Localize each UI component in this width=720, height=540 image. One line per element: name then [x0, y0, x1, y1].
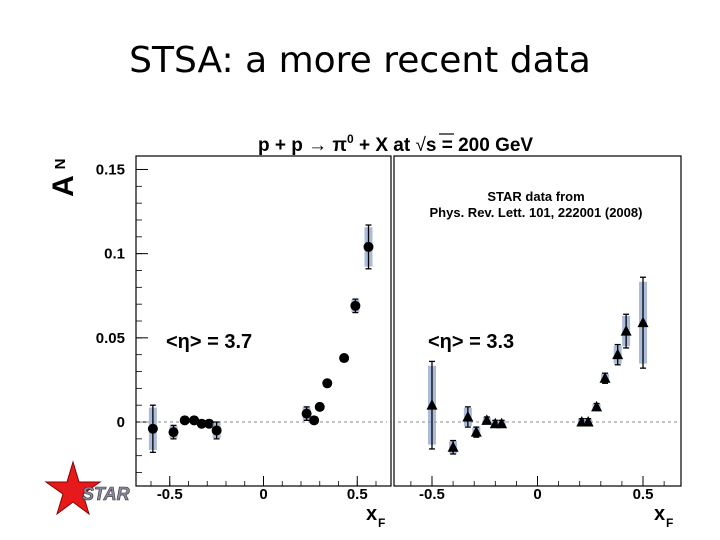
y-tick-label: 0.05: [96, 330, 125, 347]
x-tick-label: 0.5: [633, 486, 654, 503]
x-tick-label: -0.5: [419, 486, 445, 503]
star-logo-text: STAR: [82, 484, 130, 504]
x-tick-label: 0: [259, 486, 267, 503]
x-tick-label: 0.5: [347, 486, 368, 503]
data-point: [612, 348, 624, 360]
data-point: [637, 316, 649, 328]
y-axis-label-main: A: [47, 175, 80, 197]
y-tick-label: 0.15: [96, 161, 125, 178]
x-tick-label: -0.5: [157, 486, 183, 503]
y-tick-label: 0: [117, 414, 125, 431]
data-point: [211, 425, 222, 436]
data-point: [179, 415, 190, 426]
data-point: [301, 408, 312, 419]
x-tick-label: 0: [533, 486, 541, 503]
data-point: [363, 241, 374, 252]
data-point: [196, 418, 207, 429]
star-logo: STAR: [44, 460, 130, 516]
data-point: [481, 414, 493, 425]
data-point: [322, 378, 333, 389]
y-axis-label: A N: [47, 159, 80, 197]
data-point: [582, 416, 594, 427]
star-logo-icon: [44, 460, 102, 516]
data-point: [426, 399, 438, 410]
chart-title: p + p → π0 + X at √s = 200 GeV: [258, 132, 533, 156]
data-point: [462, 410, 474, 422]
annotation-line-1: STAR data from: [487, 189, 584, 204]
data-point: [339, 353, 350, 364]
data-point: [309, 415, 320, 426]
data-point: [314, 401, 325, 412]
panel-label-right: <η> = 3.3: [428, 331, 514, 353]
data-point: [470, 426, 482, 437]
y-axis-label-sub: N: [52, 159, 69, 170]
data-point: [496, 417, 508, 429]
data-point: [350, 300, 361, 311]
panel-label-left: <η> = 3.7: [166, 331, 252, 353]
y-tick-label: 0.1: [104, 246, 125, 263]
data-point: [147, 423, 158, 434]
data-point: [168, 427, 179, 438]
x-axis-label-right-sub: F: [666, 516, 673, 530]
data-point: [204, 418, 215, 429]
data-point: [599, 372, 611, 383]
x-axis-label-right: x: [654, 503, 665, 525]
data-point: [620, 325, 632, 336]
data-point: [447, 441, 459, 452]
data-point: [591, 400, 603, 412]
slide-title: STSA: a more recent data: [129, 40, 591, 81]
annotation-line-2: Phys. Rev. Lett. 101, 222001 (2008): [430, 205, 643, 220]
data-point: [189, 415, 200, 426]
x-axis-label-left-sub: F: [378, 516, 385, 530]
x-axis-label-left: x: [366, 503, 377, 525]
